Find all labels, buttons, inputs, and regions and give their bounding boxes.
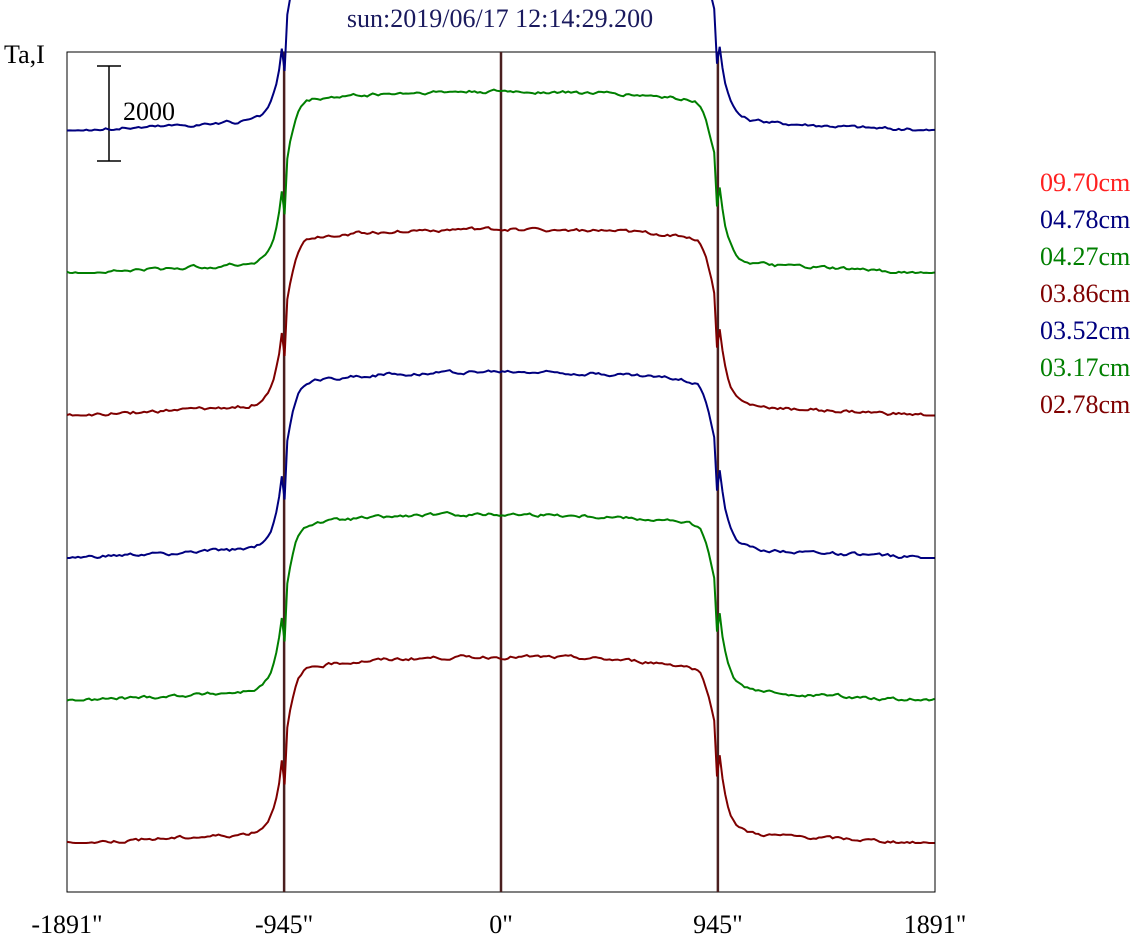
x-tick-label: 945" bbox=[693, 910, 743, 939]
scale-bar: 2000 bbox=[97, 65, 175, 162]
series-line-03-86cm bbox=[66, 226, 935, 417]
chart-title: sun:2019/06/17 12:14:29.200 bbox=[346, 4, 654, 33]
series-layer bbox=[66, 0, 935, 845]
series-line-04-27cm bbox=[66, 88, 935, 275]
series-line-04-78cm bbox=[66, 0, 935, 132]
limb-markers bbox=[282, 52, 720, 892]
legend-item: 04.78cm bbox=[1040, 205, 1131, 234]
x-tick-label: 1891" bbox=[904, 910, 967, 939]
legend-item: 03.86cm bbox=[1040, 279, 1131, 308]
series-line-03-52cm bbox=[67, 369, 935, 560]
legend-item: 09.70cm bbox=[1040, 168, 1131, 197]
y-axis-label: Ta,I bbox=[4, 40, 45, 69]
legend-item: 03.17cm bbox=[1040, 353, 1131, 382]
series-line-02-78cm bbox=[66, 654, 935, 845]
x-tick-label: 0" bbox=[489, 910, 513, 939]
x-tick-label: -1891" bbox=[31, 910, 102, 939]
x-tick-label: -945" bbox=[255, 910, 313, 939]
x-tick-labels: -1891" -945" 0" 945" 1891" bbox=[31, 910, 966, 939]
legend-item: 02.78cm bbox=[1040, 390, 1131, 419]
legend-item: 04.27cm bbox=[1040, 242, 1131, 271]
scale-bar-label: 2000 bbox=[123, 97, 175, 126]
series-line-03-17cm bbox=[66, 510, 935, 702]
legend-item: 03.52cm bbox=[1040, 316, 1131, 345]
